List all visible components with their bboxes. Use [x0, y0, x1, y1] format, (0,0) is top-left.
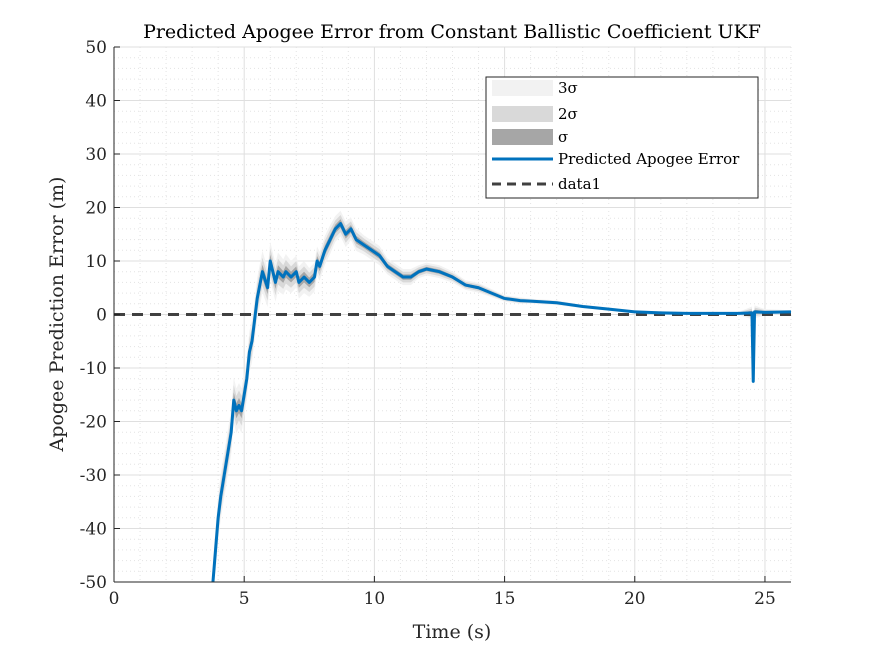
y-tick-label: 20: [85, 199, 107, 219]
x-tick-label: 25: [754, 589, 776, 609]
x-tick-label: 0: [109, 589, 120, 609]
x-axis-title: Time (s): [413, 621, 492, 643]
legend-swatch-3sigma: [492, 80, 553, 96]
band-2sigma: [212, 214, 791, 583]
band-3sigma: [212, 210, 791, 582]
y-tick-label: -50: [80, 573, 107, 593]
x-tick-label: 5: [239, 589, 250, 609]
axes: [113, 46, 791, 583]
legend[interactable]: 3σ 2σ σ Predicted Apogee Error data1: [485, 76, 759, 199]
y-tick-label: -20: [80, 413, 107, 433]
series-line-predicted-apogee-error: [211, 222, 792, 583]
y-tick-label: 50: [85, 38, 107, 58]
y-tick-label: 0: [96, 306, 107, 326]
legend-label-data1: data1: [558, 175, 601, 193]
x-tick-label: 20: [624, 589, 646, 609]
tick-labels: 0 5 10 15 20 25 -50 -40 -30 -20 -10 0 10 20 30 40 50: [80, 38, 776, 609]
series-line-group: [211, 222, 792, 583]
legend-label-3sigma: 3σ: [558, 79, 578, 97]
y-tick-label: 30: [85, 145, 107, 165]
y-tick-label: -30: [80, 466, 107, 486]
x-tick-label: 10: [364, 589, 386, 609]
legend-label-predicted: Predicted Apogee Error: [558, 150, 740, 168]
y-tick-label: 40: [85, 92, 107, 112]
sigma-bands: [212, 210, 791, 583]
y-tick-label: -40: [80, 520, 107, 540]
x-tick-label: 15: [494, 589, 516, 609]
legend-swatch-2sigma: [492, 106, 553, 122]
y-tick-label: 10: [85, 252, 107, 272]
y-axis-title: Apogee Prediction Error (m): [46, 177, 68, 453]
chart-title: Predicted Apogee Error from Constant Bal…: [143, 21, 761, 43]
y-tick-label: -10: [80, 359, 107, 379]
legend-label-2sigma: 2σ: [558, 105, 578, 123]
legend-label-sigma: σ: [558, 128, 568, 146]
legend-swatch-sigma: [492, 129, 553, 145]
